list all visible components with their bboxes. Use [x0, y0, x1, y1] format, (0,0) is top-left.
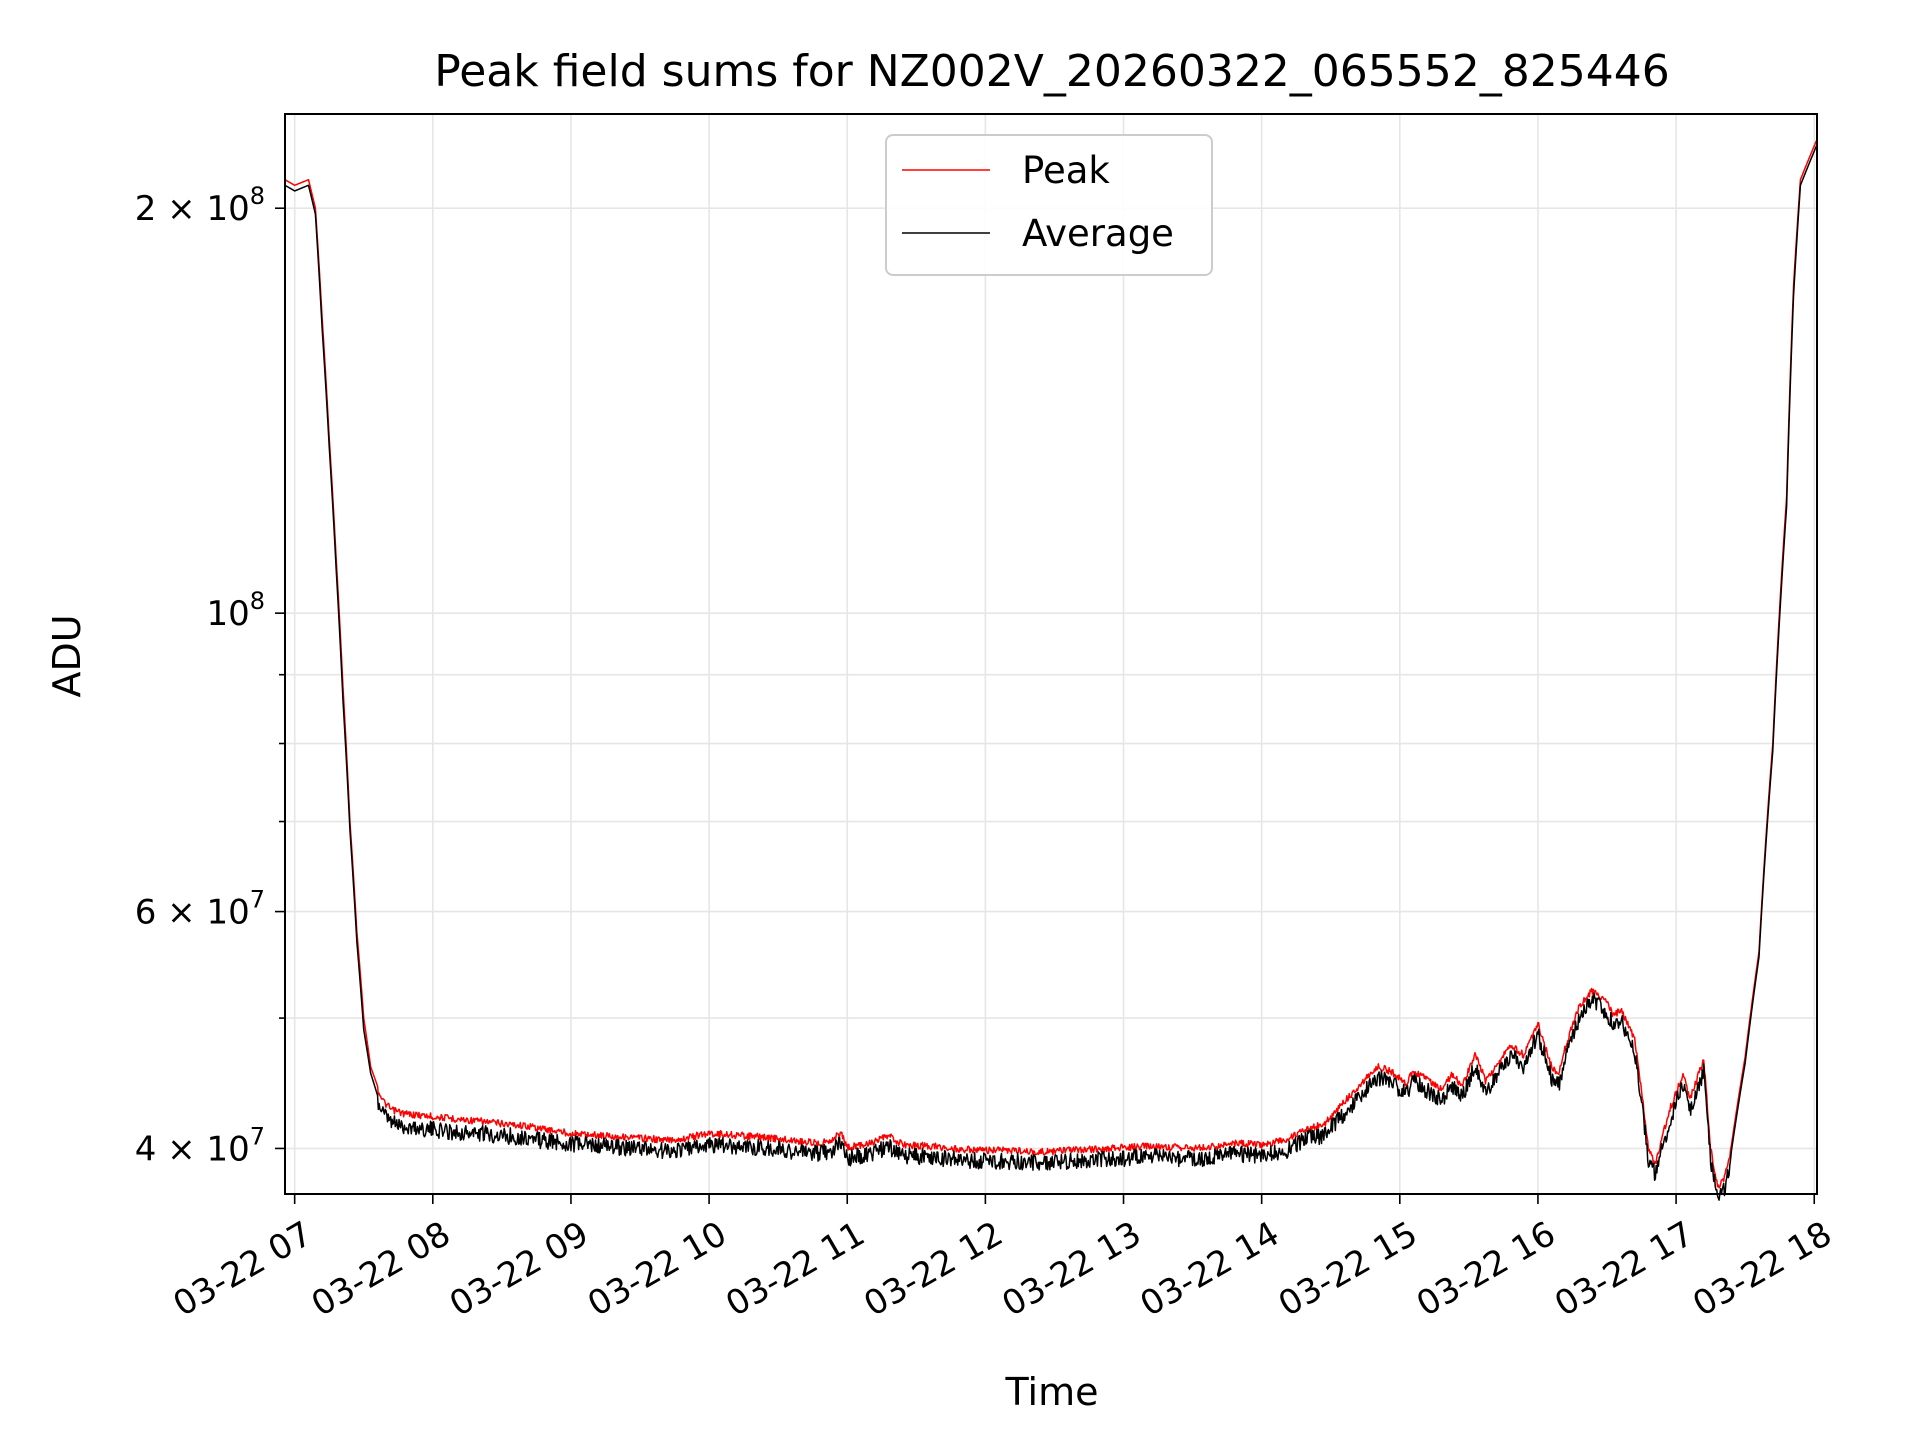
x-tick-label: 03-22 16: [1410, 1214, 1562, 1325]
y-tick-label: 6 × 107: [135, 886, 265, 933]
legend-average-label: Average: [1022, 212, 1174, 255]
x-tick-label: 03-22 08: [305, 1214, 457, 1325]
chart-title: Peak field sums for NZ002V_20260322_0655…: [434, 46, 1669, 97]
grid: [285, 114, 1817, 1194]
y-tick-mantissa: 10: [206, 594, 249, 634]
y-tick-mantissa: 6 × 10: [135, 893, 250, 933]
series-line-peak: [284, 139, 1818, 1189]
y-tick-exponent: 7: [250, 886, 265, 914]
y-tick-exponent: 8: [250, 182, 265, 210]
x-tick-label: 03-22 10: [581, 1214, 733, 1325]
series-line-average: [284, 144, 1818, 1201]
y-tick-mantissa: 4 × 10: [135, 1129, 250, 1169]
y-tick-label: 4 × 107: [135, 1122, 265, 1169]
plot-area: [284, 139, 1818, 1201]
y-axis-label: ADU: [45, 614, 89, 697]
x-tick-label: 03-22 18: [1686, 1214, 1838, 1325]
x-tick-label: 03-22 15: [1272, 1214, 1424, 1325]
plot-frame: [284, 113, 1818, 1195]
x-tick-label: 03-22 09: [443, 1214, 595, 1325]
legend: Peak Average: [885, 134, 1213, 276]
y-tick-label: 2 × 108: [135, 182, 265, 229]
legend-peak-label: Peak: [1022, 149, 1110, 192]
x-tick-label: 03-22 11: [719, 1214, 871, 1325]
x-tick-label: 03-22 17: [1548, 1214, 1700, 1325]
x-axis-label: Time: [1005, 1370, 1099, 1414]
y-tick-exponent: 7: [250, 1122, 265, 1150]
x-tick-label: 03-22 13: [996, 1214, 1148, 1325]
x-tick-label: 03-22 14: [1134, 1214, 1286, 1325]
y-tick-label: 108: [206, 587, 265, 634]
y-tick-exponent: 8: [250, 587, 265, 615]
x-tick-label: 03-22 07: [167, 1214, 319, 1325]
y-tick-mantissa: 2 × 10: [135, 189, 250, 229]
x-tick-label: 03-22 12: [857, 1214, 1009, 1325]
